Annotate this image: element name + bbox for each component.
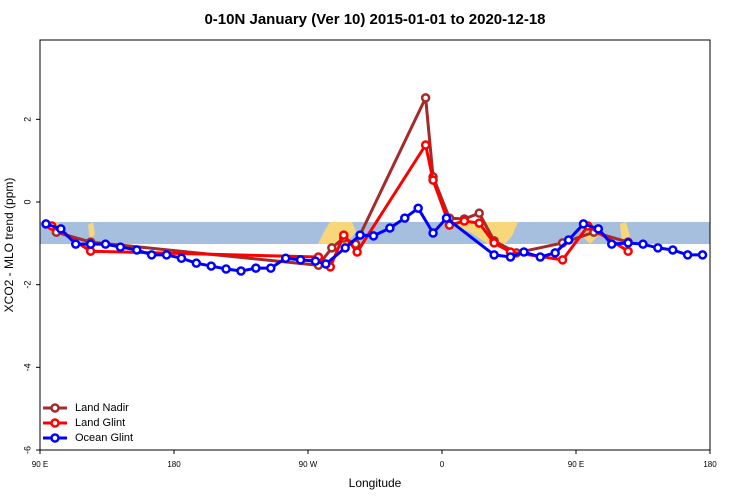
data-point — [563, 235, 574, 245]
x-tick-label: 0 — [440, 460, 445, 469]
data-point — [428, 228, 438, 238]
data-point — [638, 239, 648, 249]
data-point — [420, 140, 431, 150]
data-point — [132, 245, 142, 255]
plot-frame — [39, 39, 711, 451]
data-point — [400, 213, 410, 223]
data-point — [340, 243, 350, 253]
data-point — [653, 243, 663, 253]
data-point — [355, 230, 365, 240]
data-point — [420, 93, 431, 103]
y-tick-label: -6 — [22, 446, 32, 454]
x-tick-label: 90 E — [568, 460, 584, 469]
data-point — [191, 258, 202, 268]
data-point — [623, 238, 633, 248]
x-tick-label: 180 — [167, 460, 181, 469]
data-point — [310, 256, 321, 266]
data-point — [352, 247, 362, 257]
data-point — [459, 216, 470, 226]
legend-label: Land Glint — [75, 417, 125, 429]
y-tick-label: 2 — [22, 117, 32, 122]
data-point — [266, 263, 276, 273]
data-point — [623, 246, 633, 256]
data-point — [505, 252, 516, 262]
data-point — [70, 239, 81, 249]
data-point — [236, 266, 246, 276]
y-tick-label: 0 — [22, 200, 32, 205]
legend-label: Ocean Glint — [75, 432, 133, 444]
data-point — [115, 242, 126, 252]
data-point — [606, 239, 617, 249]
data-point — [474, 208, 484, 218]
data-point — [56, 224, 66, 234]
data-point — [161, 250, 172, 260]
data-point — [295, 255, 306, 265]
data-point — [535, 252, 546, 262]
data-point — [682, 250, 693, 260]
data-point — [668, 245, 678, 255]
y-tick-label: -4 — [22, 363, 32, 371]
data-point — [146, 250, 157, 260]
data-point — [489, 238, 499, 248]
land-shape — [48, 222, 630, 244]
data-point — [578, 219, 589, 229]
data-point — [280, 253, 291, 263]
data-point — [368, 231, 379, 241]
data-point — [321, 259, 331, 269]
legend-marker — [50, 433, 60, 443]
data-point — [413, 203, 423, 213]
data-point — [221, 264, 231, 274]
series-line — [55, 92, 629, 267]
chart-title: 0-10N January (Ver 10) 2015-01-01 to 202… — [204, 11, 545, 28]
data-point — [557, 255, 568, 265]
y-tick-label: -2 — [22, 281, 32, 289]
y-axis-label: XCO2 - MLO trend (ppm) — [2, 178, 16, 313]
legend-marker — [50, 403, 60, 413]
legend-marker — [50, 418, 60, 428]
data-point — [41, 219, 51, 229]
data-point — [327, 243, 337, 253]
data-point — [550, 248, 560, 258]
legend-label: Land Nadir — [75, 402, 129, 414]
data-point — [338, 230, 349, 240]
data-point — [385, 223, 395, 233]
data-point — [251, 263, 261, 273]
data-point — [206, 261, 216, 271]
data-point — [519, 247, 529, 257]
x-tick-label: 180 — [703, 460, 717, 469]
data-point — [176, 253, 187, 263]
data-point — [428, 175, 438, 185]
data-point — [441, 213, 452, 223]
data-point — [85, 239, 96, 249]
data-point — [697, 250, 708, 260]
data-point — [100, 239, 111, 249]
data-point — [593, 224, 604, 234]
x-axis-label: Longitude — [349, 476, 402, 490]
x-tick-label: 90 E — [32, 460, 48, 469]
data-point — [474, 218, 484, 228]
data-point — [489, 250, 499, 260]
x-tick-label: 90 W — [299, 460, 318, 469]
